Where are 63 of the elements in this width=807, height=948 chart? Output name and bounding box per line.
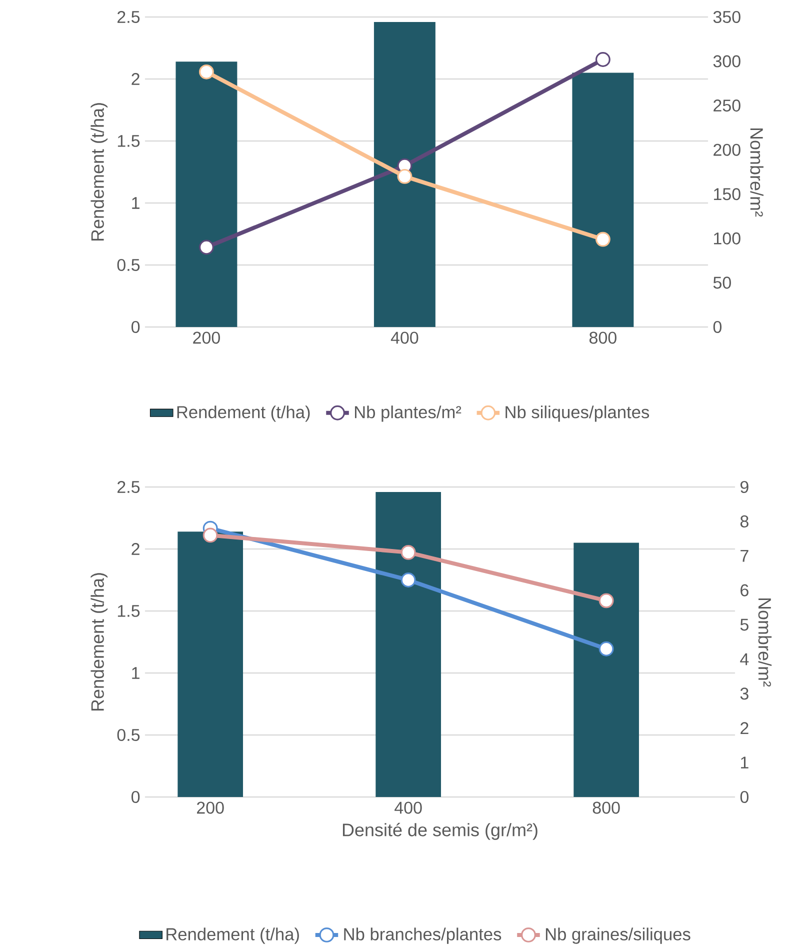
y-tick-label: 2: [132, 73, 140, 85]
x-tick-label: 800: [592, 802, 620, 814]
legend-label: Nb siliques/plantes: [506, 406, 650, 422]
point: [397, 168, 412, 184]
x-axis-title: Densité de semis (gr/m²): [342, 822, 538, 840]
point: [598, 593, 614, 608]
bar: [376, 492, 441, 797]
y2-tick-label: 100: [714, 232, 740, 244]
bar: [572, 72, 634, 327]
legend-label: Nb branches/plantes: [344, 928, 502, 944]
y2-tick-label: 7: [740, 550, 748, 562]
y2-tick-label: 3: [740, 688, 748, 700]
y-tick-label: 2.5: [118, 10, 140, 24]
point: [595, 232, 610, 247]
y-tick-label: 1: [132, 197, 140, 209]
y-tick-label: 0: [132, 320, 140, 334]
y2-tick-label: 2: [740, 722, 748, 734]
point: [202, 528, 218, 543]
y2-tick-label: 5: [740, 618, 748, 631]
x-tick-label: 200: [197, 802, 224, 814]
y2-axis-title: Nombre/m²: [750, 128, 764, 217]
bar: [178, 532, 244, 797]
y2-axis-title: Nombre/m²: [758, 598, 772, 687]
y2-tick-label: 200: [714, 144, 740, 156]
point: [198, 64, 214, 80]
y-tick-label: 1: [132, 667, 140, 679]
y2-tick-label: 150: [714, 188, 740, 200]
y-tick-label: 1.5: [118, 605, 140, 617]
y-tick-label: 1.5: [118, 135, 140, 147]
y2-tick-label: 350: [713, 10, 740, 24]
legend-label: Nb graines/siliques: [546, 928, 690, 944]
legend-label: Rendement (t/ha): [166, 928, 299, 944]
x-tick-label: 200: [193, 332, 220, 344]
legend-label: Rendement (t/ha): [177, 406, 310, 422]
x-tick-label: 800: [589, 332, 616, 344]
y-tick-label: 2: [132, 543, 140, 555]
y2-tick-label: 300: [713, 55, 740, 68]
y2-tick-label: 4: [740, 653, 749, 666]
bar: [374, 22, 436, 327]
point: [198, 240, 214, 255]
legend-label: Nb plantes/m²: [354, 406, 462, 422]
y-axis-title: Rendement (t/ha): [90, 103, 108, 241]
bar: [176, 62, 238, 327]
y-tick-label: 0: [132, 790, 140, 804]
y2-tick-label: 0: [740, 790, 748, 804]
y-tick-label: 0.5: [117, 728, 140, 742]
y2-tick-label: 0: [713, 320, 722, 334]
y2-tick-label: 1: [741, 756, 748, 768]
y2-tick-label: 9: [740, 480, 748, 494]
x-tick-label: 400: [394, 802, 422, 814]
y-axis-title: Rendement (t/ha): [90, 573, 108, 711]
point: [400, 572, 416, 588]
y2-tick-label: 50: [713, 276, 731, 289]
bar: [574, 542, 639, 797]
y2-tick-label: 250: [714, 100, 740, 112]
y2-tick-label: 6: [740, 584, 748, 596]
y2-tick-label: 8: [740, 515, 748, 528]
y-tick-label: 0.5: [117, 258, 140, 272]
point: [400, 544, 416, 560]
point: [598, 641, 614, 656]
y-tick-label: 2.5: [118, 480, 140, 494]
point: [595, 52, 610, 67]
x-tick-label: 400: [390, 332, 418, 344]
